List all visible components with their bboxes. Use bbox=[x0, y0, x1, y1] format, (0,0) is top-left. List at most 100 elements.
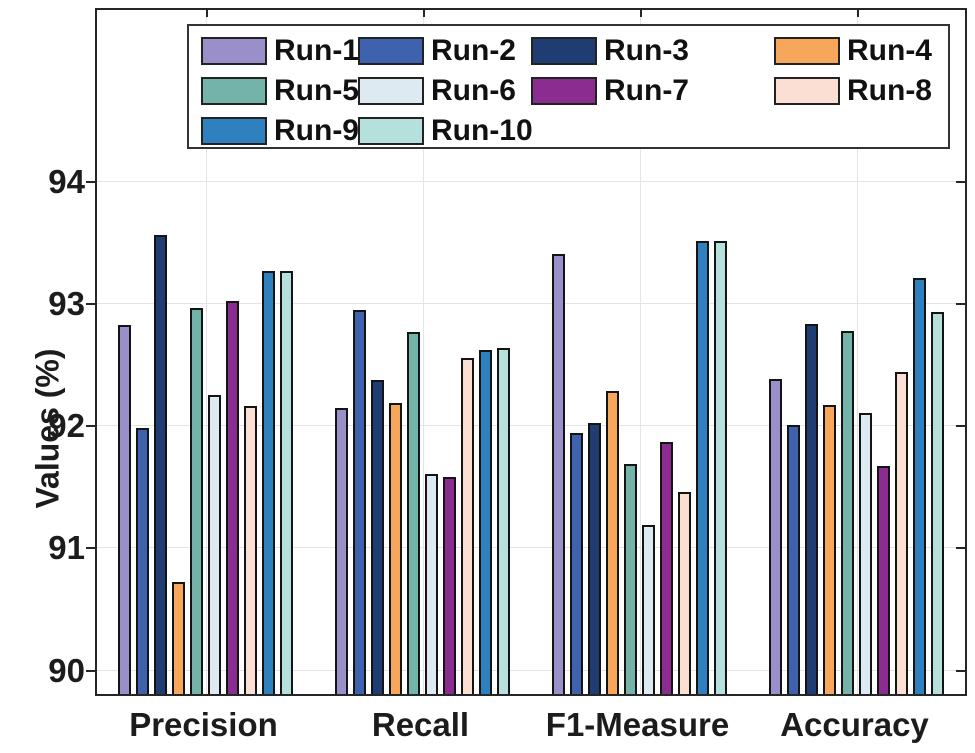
bar-run-8-f1-measure bbox=[678, 492, 691, 694]
bar-run-9-accuracy bbox=[913, 277, 926, 694]
bar-run-10-f1-measure bbox=[714, 240, 727, 694]
y-tick-label: 90 bbox=[48, 651, 85, 689]
gridline-horizontal bbox=[97, 547, 965, 549]
x-category-label-f1-measure: F1-Measure bbox=[545, 706, 730, 743]
legend-swatch-run-7 bbox=[531, 77, 597, 105]
legend-label-run-7: Run-7 bbox=[604, 74, 689, 107]
x-axis-tick-top bbox=[639, 8, 642, 17]
gridline-horizontal bbox=[97, 425, 965, 427]
legend-label-run-2: Run-2 bbox=[431, 34, 516, 67]
y-axis-tick-right bbox=[956, 303, 965, 306]
legend-swatch-run-1 bbox=[201, 37, 267, 65]
legend-item-run-9: Run-9 bbox=[201, 114, 359, 148]
bar-group-accuracy bbox=[748, 10, 965, 694]
bar-run-9-precision bbox=[262, 271, 275, 694]
legend-item-run-8: Run-8 bbox=[774, 74, 948, 108]
bar-run-2-precision bbox=[136, 427, 149, 694]
legend-item-run-5: Run-5 bbox=[201, 74, 359, 108]
bar-run-1-accuracy bbox=[769, 378, 782, 694]
legend-label-run-8: Run-8 bbox=[847, 74, 932, 107]
x-category-label-recall: Recall bbox=[371, 706, 470, 743]
bar-run-3-precision bbox=[154, 234, 167, 694]
bar-run-7-precision bbox=[226, 300, 239, 694]
bar-run-1-precision bbox=[118, 325, 131, 694]
bar-run-8-accuracy bbox=[895, 371, 908, 694]
gridline-horizontal bbox=[97, 303, 965, 305]
bar-run-10-accuracy bbox=[931, 311, 944, 694]
legend-item-run-7: Run-7 bbox=[531, 74, 774, 108]
x-category-label-accuracy: Accuracy bbox=[780, 706, 929, 743]
legend-swatch-run-6 bbox=[358, 77, 424, 105]
bar-run-5-accuracy bbox=[841, 331, 854, 694]
bar-run-7-accuracy bbox=[877, 465, 890, 694]
bar-run-5-f1-measure bbox=[624, 464, 637, 694]
gridline-vertical bbox=[205, 10, 207, 694]
legend-swatch-run-8 bbox=[774, 77, 840, 105]
x-axis-tick-top bbox=[422, 8, 425, 17]
bar-run-10-recall bbox=[497, 348, 510, 694]
legend-label-run-9: Run-9 bbox=[274, 114, 359, 147]
legend-label-run-10: Run-10 bbox=[431, 114, 533, 147]
x-category-label-precision: Precision bbox=[129, 706, 278, 743]
y-axis-tick bbox=[86, 425, 95, 428]
bar-run-4-recall bbox=[389, 403, 402, 694]
legend-swatch-run-2 bbox=[358, 37, 424, 65]
bar-run-2-accuracy bbox=[787, 425, 800, 694]
legend-label-run-3: Run-3 bbox=[604, 34, 689, 67]
bar-run-4-f1-measure bbox=[606, 391, 619, 694]
bar-run-1-f1-measure bbox=[552, 254, 565, 694]
y-axis-tick-right bbox=[956, 181, 965, 183]
gridline-horizontal bbox=[97, 181, 965, 182]
bar-run-6-precision bbox=[208, 394, 221, 694]
bar-run-2-recall bbox=[353, 310, 366, 694]
bar-run-5-precision bbox=[190, 308, 203, 694]
y-tick-label: 91 bbox=[48, 529, 85, 567]
bar-group-precision bbox=[97, 10, 314, 694]
legend-item-run-6: Run-6 bbox=[358, 74, 531, 108]
y-axis-tick bbox=[86, 547, 95, 550]
legend-swatch-run-3 bbox=[531, 37, 597, 65]
legend-label-run-4: Run-4 bbox=[847, 34, 932, 67]
bar-run-1-recall bbox=[335, 408, 348, 694]
bar-run-6-f1-measure bbox=[642, 525, 655, 694]
bar-run-9-f1-measure bbox=[696, 240, 709, 694]
legend: Run-1 Run-2 Run-3 Run-4 Run-5 Run-6 Run-7 Run-8… bbox=[187, 24, 950, 149]
legend-item-run-10: Run-10 bbox=[358, 114, 533, 148]
bar-run-7-f1-measure bbox=[660, 442, 673, 694]
legend-swatch-run-4 bbox=[774, 37, 840, 65]
gridline-horizontal bbox=[97, 669, 965, 671]
y-axis-tick bbox=[86, 669, 95, 672]
legend-item-run-1: Run-1 bbox=[201, 34, 359, 68]
legend-label-run-6: Run-6 bbox=[431, 74, 516, 107]
bar-run-8-precision bbox=[244, 405, 257, 694]
bar-run-2-f1-measure bbox=[570, 432, 583, 694]
y-axis-tick-right bbox=[956, 669, 965, 672]
y-axis-tick-right bbox=[956, 425, 965, 428]
bar-run-10-precision bbox=[280, 271, 293, 694]
y-tick-label: 94 bbox=[48, 163, 85, 200]
bar-group-recall bbox=[314, 10, 531, 694]
legend-swatch-run-9 bbox=[201, 117, 267, 145]
bar-run-6-recall bbox=[425, 474, 438, 694]
gridline-vertical bbox=[422, 10, 424, 694]
bar-group-f1-measure bbox=[531, 10, 748, 694]
gridline-vertical bbox=[639, 10, 641, 694]
bar-run-3-accuracy bbox=[805, 323, 818, 694]
y-axis-tick bbox=[86, 303, 95, 306]
legend-label-run-1: Run-1 bbox=[274, 34, 359, 67]
y-axis-tick-right bbox=[956, 547, 965, 550]
bar-run-6-accuracy bbox=[859, 413, 872, 694]
bar-run-5-recall bbox=[407, 332, 420, 694]
bar-run-3-recall bbox=[371, 380, 384, 694]
y-tick-label: 93 bbox=[48, 285, 85, 323]
legend-swatch-run-5 bbox=[201, 77, 267, 105]
bar-run-8-recall bbox=[461, 358, 474, 694]
bar-run-3-f1-measure bbox=[588, 422, 601, 694]
legend-item-run-4: Run-4 bbox=[774, 34, 948, 68]
bar-run-4-accuracy bbox=[823, 404, 836, 694]
bar-run-9-recall bbox=[479, 349, 492, 694]
legend-swatch-run-10 bbox=[358, 117, 424, 145]
y-axis-tick bbox=[86, 181, 95, 183]
y-tick-label: 92 bbox=[48, 407, 85, 445]
